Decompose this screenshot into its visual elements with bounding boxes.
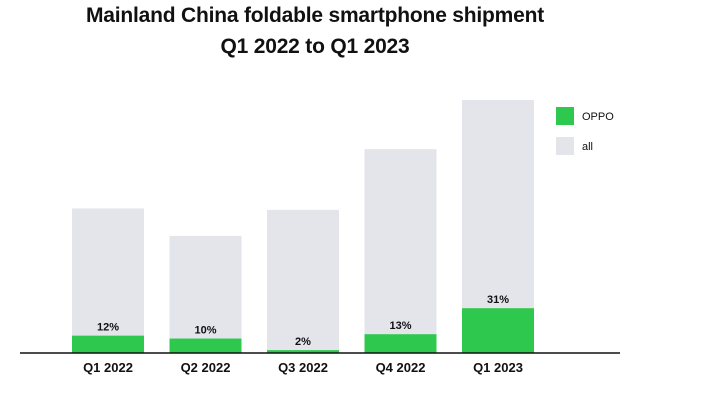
x-tick-label-0: Q1 2022 (83, 360, 133, 375)
data-label-4: 31% (487, 294, 509, 306)
chart-title: Mainland China foldable smartphone shipm… (85, 4, 545, 27)
bar-oppo-0 (72, 335, 144, 353)
bar-all-0 (72, 208, 144, 353)
legend-label-0: OPPO (582, 111, 614, 123)
x-tick-label-2: Q3 2022 (278, 360, 328, 375)
x-tick-label-4: Q1 2023 (473, 360, 523, 375)
bar-all-1 (169, 235, 242, 353)
x-tick-label-3: Q4 2022 (376, 360, 426, 375)
bar-oppo-1 (169, 338, 242, 353)
data-label-1: 10% (194, 325, 216, 337)
data-label-3: 13% (389, 320, 411, 332)
legend-swatch-1 (556, 137, 574, 155)
bar-oppo-2 (267, 350, 339, 353)
data-label-2: 2% (295, 336, 311, 348)
bar-all-2 (267, 209, 339, 353)
legend-label-1: all (582, 141, 593, 153)
x-tick-label-1: Q2 2022 (181, 360, 231, 375)
chart-subtitle: Q1 2022 to Q1 2023 (220, 35, 410, 58)
data-label-0: 12% (97, 322, 119, 334)
legend-swatch-0 (556, 107, 574, 125)
bar-oppo-4 (462, 308, 534, 353)
bar-oppo-3 (364, 334, 437, 353)
bar-all-3 (364, 149, 437, 353)
